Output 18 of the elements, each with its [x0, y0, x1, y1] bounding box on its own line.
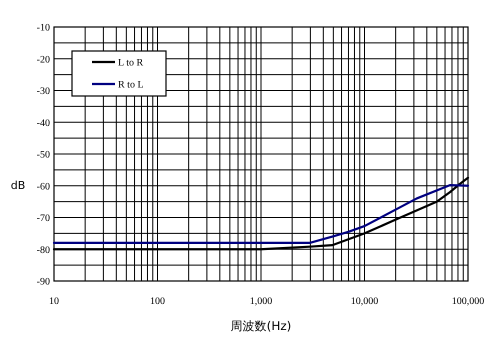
y-tick-label: -50 [36, 150, 50, 160]
x-tick-label: 100 [150, 296, 165, 307]
x-tick-label: 100,000 [452, 296, 484, 307]
y-axis-title: dB [10, 179, 26, 192]
y-tick-label: -80 [36, 244, 50, 256]
x-tick-label: 10,000 [350, 296, 378, 307]
y-tick-label: -30 [36, 86, 50, 97]
y-tick-label: -10 [36, 22, 50, 34]
legend-label: L to R [118, 58, 144, 68]
x-tick-label: 1,000 [250, 296, 272, 307]
y-tick-label: -60 [36, 181, 50, 192]
y-tick-label: -70 [36, 213, 50, 224]
y-tick-label: -20 [36, 54, 50, 66]
legend-label: R to L [118, 80, 144, 90]
x-axis-title: 周波数(Hz) [230, 319, 292, 333]
x-tick-label: 10 [49, 296, 59, 307]
y-tick-label: -90 [36, 276, 50, 288]
y-tick-label: -40 [36, 118, 50, 129]
